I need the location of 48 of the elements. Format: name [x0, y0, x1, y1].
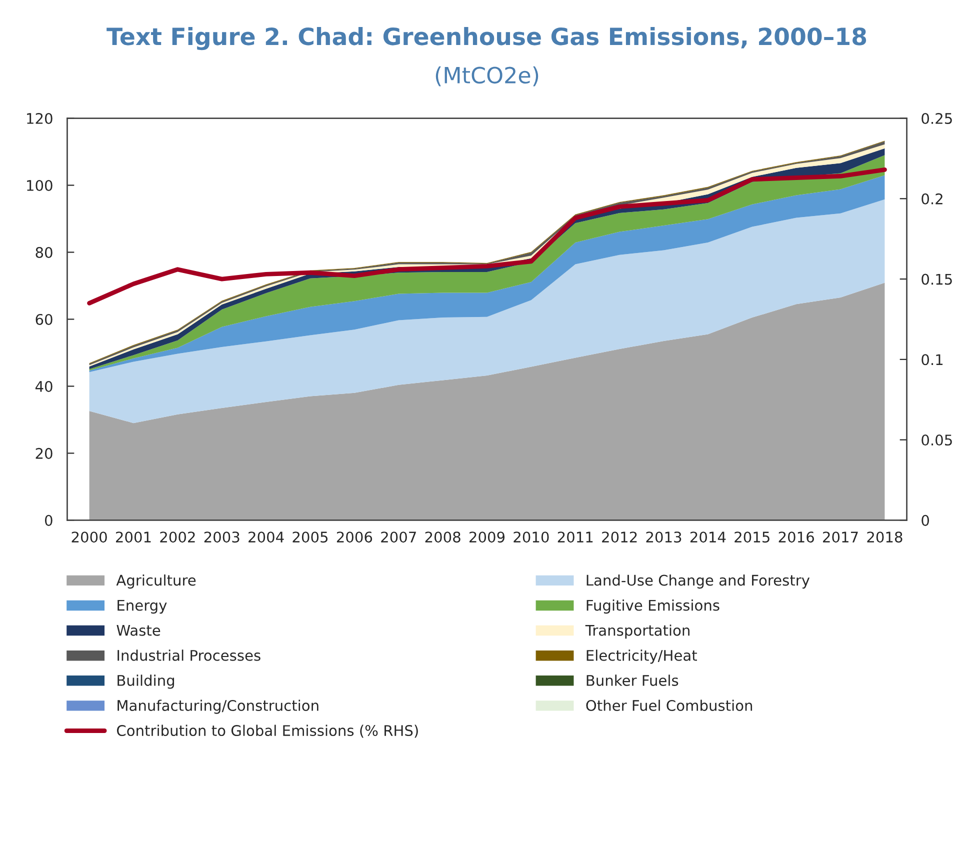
y-tick-label: 0	[45, 514, 52, 526]
x-tick-label: 2003	[204, 532, 240, 543]
legend-label: Electricity/Heat	[586, 650, 697, 664]
x-tick-label: 2011	[558, 532, 593, 543]
x-tick-label: 2005	[292, 532, 328, 543]
x-tick-label: 2018	[867, 532, 902, 543]
legend-label: Land-Use Change and Forestry	[586, 574, 810, 589]
legend-label: Building	[118, 674, 174, 689]
x-tick-label: 2012	[602, 532, 637, 543]
y2-tick-label: 0.1	[922, 354, 943, 366]
x-tick-label: 2010	[514, 532, 549, 543]
x-tick-label: 2013	[646, 532, 682, 543]
y-tick-label: 20	[36, 448, 52, 459]
chart-subtitle: (MtCO2e)	[436, 66, 538, 86]
x-tick-label: 2008	[425, 532, 460, 543]
y-tick-label: 40	[35, 380, 52, 392]
y2-tick-label: 0.25	[922, 112, 952, 124]
legend-label: Waste	[116, 625, 160, 636]
x-tick-label: 2007	[381, 532, 416, 543]
x-tick-label: 2002	[160, 532, 195, 543]
legend-label: Agriculture	[116, 574, 196, 589]
y-tick-label: 80	[36, 246, 52, 258]
y2-tick-label: 0.15	[922, 274, 952, 285]
x-tick-label: 2014	[690, 532, 726, 543]
legend-label: Transportation	[585, 624, 690, 639]
x-tick-label: 2004	[248, 532, 284, 543]
legend-label: Fugitive Emissions	[586, 600, 720, 614]
y-tick-label: 120	[27, 112, 52, 124]
line-series	[87, 167, 887, 306]
x-tick-label: 2017	[823, 532, 858, 543]
y-tick-label: 60	[36, 314, 52, 325]
x-tick-label: 2009	[470, 532, 505, 543]
x-tick-label: 2001	[116, 532, 151, 543]
y2-tick-label: 0.2	[922, 193, 942, 204]
x-tick-label: 2015	[734, 532, 770, 543]
legend-label: Contribution to Global Emissions (% RHS)	[117, 724, 418, 738]
legend-label: Industrial Processes	[118, 650, 260, 661]
x-tick-label: 2016	[778, 532, 814, 543]
legend-label: Manufacturing/Construction	[118, 700, 318, 714]
legend-label: Energy	[118, 600, 167, 614]
x-tick-label: 2006	[336, 532, 372, 543]
legend-label: Other Fuel Combustion	[586, 700, 752, 712]
y-tick-label: 100	[27, 180, 52, 192]
y2-tick-label: 0.05	[922, 434, 952, 446]
legend-label: Bunker Fuels	[586, 674, 678, 686]
x-tick-label: 2000	[72, 532, 107, 543]
chart-title: Text Figure 2. Chad: Greenhouse Gas Emissions, 2000–18	[106, 27, 866, 50]
y2-tick-label: 0	[922, 514, 929, 526]
